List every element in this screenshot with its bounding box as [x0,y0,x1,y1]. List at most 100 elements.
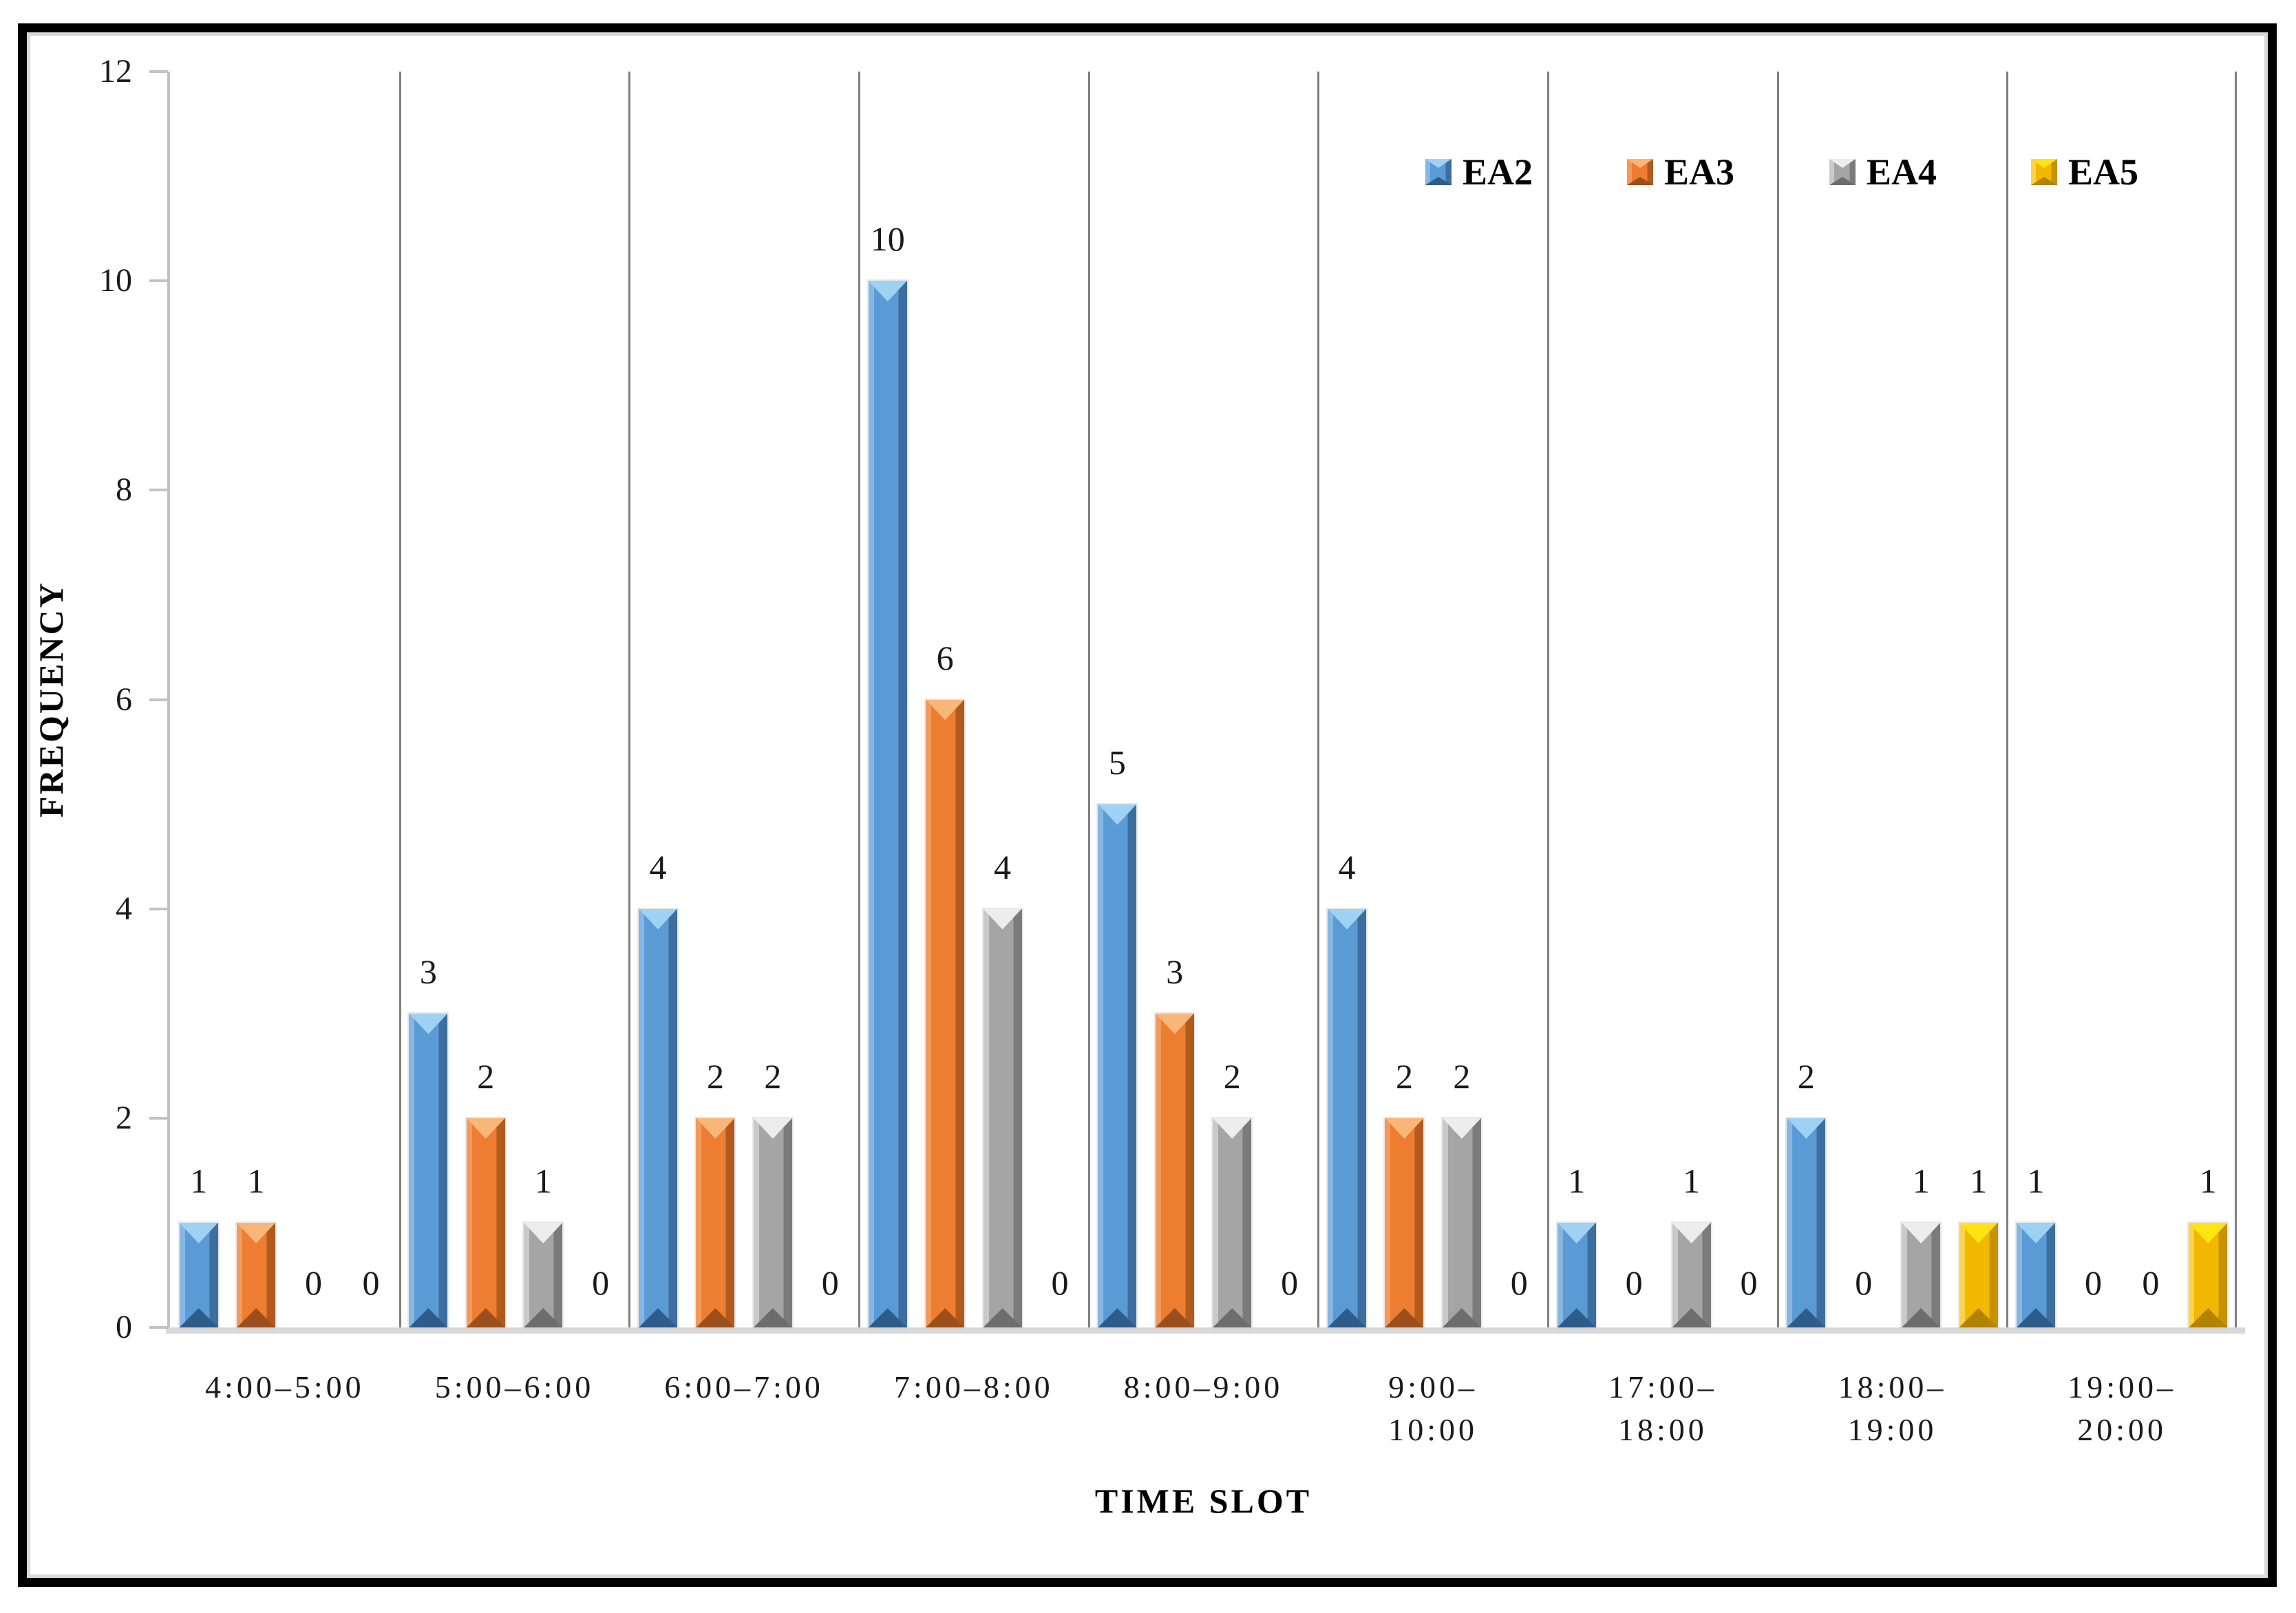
bar-value-label: 1 [2199,1161,2217,1200]
bar-slot: 1 [1548,72,1605,1329]
bar-value-label: 0 [592,1263,610,1302]
bar-ea2 [178,1221,220,1329]
x-axis-category-label: 8:00–9:00 [1089,1366,1319,1409]
bar-value-label: 4 [994,847,1012,886]
bar-value-label: 0 [305,1263,323,1302]
bar-value-label: 1 [1970,1161,1988,1200]
bar-value-label: 0 [1740,1263,1758,1302]
plot-area: 0 2 4 6 8 10 12 1 1 0 0 3 2 1 0 4 2 2 0 10 6 4 0 5 3 2 0 4 2 2 0 1 0 1 0 2… [99,55,2245,1344]
x-axis-category-label: 6:00–7:00 [629,1366,859,1409]
x-axis-title: TIME SLOT [1094,1482,1312,1520]
bar-ea2 [1785,1116,1827,1329]
x-axis-label-line: 4:00–5:00 [205,1369,365,1404]
bar-ea3 [1383,1116,1425,1329]
bar-value-label: 2 [706,1056,724,1096]
bar-ea4 [1670,1221,1712,1329]
bar-slot: 10 [859,72,916,1329]
bar-value-label: 3 [419,952,437,991]
y-tick-label: 10 [99,262,132,299]
bar-value-label: 0 [1051,1263,1069,1302]
bar-slot: 2 [1376,72,1433,1329]
bar-value-label: 1 [1683,1161,1701,1200]
x-axis-category-label: 18:00– 19:00 [1778,1366,2008,1451]
bar-value-label: 0 [821,1263,839,1302]
bar-value-label: 4 [649,847,667,886]
bar-value-label: 2 [1223,1056,1241,1096]
bar-value-label: 10 [870,220,905,259]
x-axis-label-line: 18:00– [1838,1369,1947,1404]
y-tick-mark [149,1116,168,1120]
bar-ea3 [924,698,966,1329]
bar-ea2 [2015,1221,2057,1329]
x-axis-label-line: 19:00– [2068,1369,2177,1404]
bar-value-label: 1 [2027,1161,2045,1200]
bar-face [1442,1118,1481,1327]
bar-ea4 [981,907,1023,1329]
y-axis-title: FREQUENCY [32,581,70,818]
bar-slot: 0 [1031,72,1088,1327]
bar-ea2 [637,907,679,1329]
bar-slot: 3 [400,72,457,1329]
bar-face [983,908,1022,1327]
bar-slot: 0 [2122,72,2179,1327]
bar-slot: 0 [1720,72,1777,1327]
bar-face [696,1118,735,1327]
bar-slot: 0 [1261,72,1318,1327]
bar-slot: 0 [285,72,342,1327]
bar-face [466,1118,505,1327]
x-axis-labels: 4:00–5:00 5:00–6:00 6:00–7:00 7:00–8:00 8:00… [170,1366,2237,1462]
x-axis-label-line: 9:00– [1388,1369,1478,1404]
bar-slot: 1 [514,72,571,1329]
bar-slot: 0 [802,72,859,1327]
bar-slot: 0 [572,72,629,1327]
bar-value-label: 5 [1108,743,1126,782]
x-axis-label-line: 10:00 [1388,1412,1478,1447]
y-tick-mark [149,698,168,701]
x-axis-category-label: 7:00–8:00 [859,1366,1089,1409]
bar-face [1328,908,1367,1327]
x-axis-category-label: 19:00– 20:00 [2007,1366,2237,1451]
bar-value-label: 2 [477,1056,495,1096]
bar-value-label: 1 [190,1161,208,1200]
bar-face [639,908,678,1327]
x-axis-category-label: 5:00–6:00 [400,1366,630,1409]
bar-slot: 1 [170,72,227,1329]
y-tick-label: 12 [99,53,132,89]
bar-ea3 [694,1116,736,1329]
bar-slot: 2 [1433,72,1490,1329]
bar-face [1213,1118,1252,1327]
y-tick-mark [149,279,168,283]
bar-slot: 2 [1203,72,1260,1329]
bar-face [1155,1013,1194,1327]
bar-ea4 [522,1221,564,1329]
category-separator-line [1087,72,1090,1327]
bar-value-label: 0 [1855,1263,1873,1302]
bar-face [1787,1118,1826,1327]
bar-value-label: 3 [1166,952,1184,991]
y-tick-label: 0 [116,1309,132,1345]
x-axis-label-line: 17:00– [1608,1369,1717,1404]
y-tick-mark [149,489,168,492]
bar-ea4 [1211,1116,1253,1329]
bar-face [409,1013,448,1327]
y-tick-mark [149,1326,168,1329]
bar-ea5 [1957,1221,1999,1329]
bar-ea3 [235,1221,277,1329]
bar-ea3 [465,1116,507,1329]
bar-value-label: 0 [2084,1263,2102,1302]
bar-face [926,699,965,1327]
category-separator-line [2006,72,2009,1327]
x-axis-label-line: 18:00 [1617,1412,1708,1447]
bar-ea2 [1326,907,1368,1329]
category-group: 5 3 2 0 [1089,72,1319,1329]
bar-value-label: 0 [2142,1263,2160,1302]
category-group: 10 6 4 0 [859,72,1089,1329]
x-axis-category-label: 9:00– 10:00 [1318,1366,1548,1451]
category-group: 1 0 0 1 [2007,72,2237,1329]
x-axis-category-label: 17:00– 18:00 [1548,1366,1778,1451]
bar-slot: 0 [1605,72,1662,1327]
y-tick-label: 6 [116,681,132,718]
